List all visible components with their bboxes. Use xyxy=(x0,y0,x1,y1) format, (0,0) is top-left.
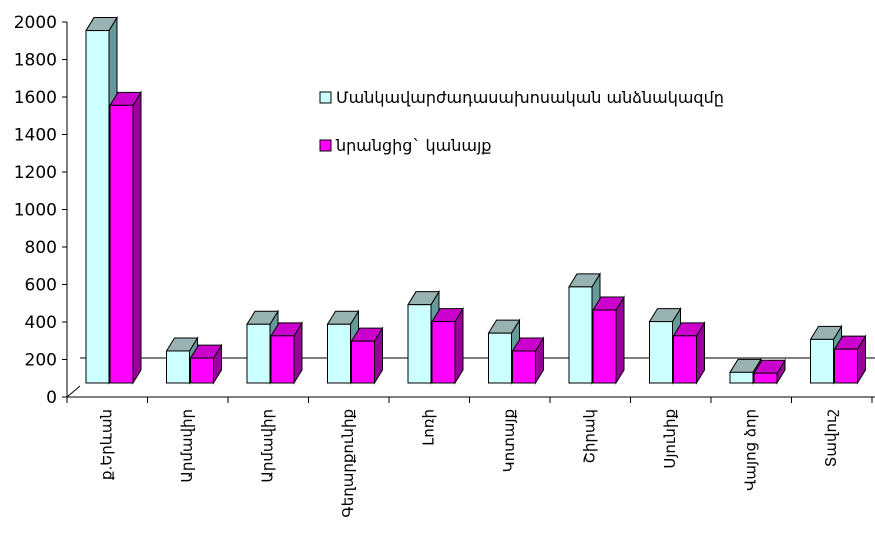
bar-front-face xyxy=(488,332,512,384)
bar-women-3 xyxy=(350,326,384,385)
bar-women-8 xyxy=(753,358,786,385)
bar-front-face xyxy=(270,335,295,384)
bar-front-face xyxy=(351,340,375,384)
bar-front-face xyxy=(327,323,351,384)
category-label: Կոտայք xyxy=(500,409,518,472)
y-tick-label: 0 xyxy=(46,388,57,408)
bar-front-face xyxy=(592,309,617,384)
bar-front-face xyxy=(166,350,190,384)
bar-front-face xyxy=(649,321,673,384)
bar-women-4 xyxy=(431,306,464,385)
bar-front-face xyxy=(834,348,858,384)
bar-women-9 xyxy=(833,334,867,385)
category-label: Գեղարքունիք xyxy=(339,409,357,518)
bar-staff-4 xyxy=(407,289,440,385)
category-label: Սյունիք xyxy=(661,409,679,469)
bar-front-face xyxy=(190,357,214,384)
category-label: ք.Երևան xyxy=(97,409,115,480)
category-label: Արմավիր xyxy=(258,409,276,483)
bar-front-face xyxy=(753,372,778,384)
y-tick-label: 1800 xyxy=(14,51,57,71)
bar-women-1 xyxy=(189,343,223,385)
category-label: Վայոց ձոր xyxy=(741,409,759,491)
x-axis: ք.Երևան Արմավիր Արմավիր Գեղարքունիք Լոռի Կոտա… xyxy=(66,397,873,518)
bars xyxy=(85,15,867,385)
floor-left-edge xyxy=(66,385,81,398)
legend-label-1: նրանցից` կանայք xyxy=(335,136,491,155)
bar-women-6 xyxy=(592,295,625,385)
category-label: Արմավիր xyxy=(178,409,196,483)
bar-front-face xyxy=(810,338,834,384)
y-tick-label: 1600 xyxy=(14,88,57,108)
category-label: Տավուշ xyxy=(822,409,840,467)
bar-front-face xyxy=(246,323,271,384)
bar-front-face xyxy=(512,350,536,384)
bar-front-face xyxy=(729,371,754,384)
bar-women-5 xyxy=(511,336,545,385)
y-tick-label: 200 xyxy=(25,351,57,371)
y-tick-label: 400 xyxy=(25,313,57,333)
bar-front-face xyxy=(673,335,697,384)
bar-side-face xyxy=(132,90,142,385)
legend-swatch-1 xyxy=(319,139,332,152)
bar-women-7 xyxy=(672,321,706,385)
bar-front-face xyxy=(568,286,593,384)
y-tick-label: 1400 xyxy=(14,126,57,146)
legend: Մանկավարժադասախոսական անձնակազմը նրանցից`… xyxy=(319,88,724,155)
y-tick-label: 600 xyxy=(25,276,57,296)
bar-front-face xyxy=(85,30,110,384)
bar-front-face xyxy=(431,321,456,384)
y-tick-label: 800 xyxy=(25,238,57,258)
bar-women-0 xyxy=(109,90,142,385)
bar-side-face xyxy=(615,295,625,385)
legend-swatch-0 xyxy=(319,91,332,104)
y-tick-label: 2000 xyxy=(14,13,57,33)
legend-label-0: Մանկավարժադասախոսական անձնակազմը xyxy=(336,88,724,107)
bar-staff-5 xyxy=(487,318,521,385)
y-axis: 0 200 400 600 800 1000 1200 1400 1600 1800 2000 xyxy=(14,13,68,408)
y-tick-label: 1000 xyxy=(14,201,57,221)
bar-women-2 xyxy=(270,321,303,385)
y-tick-label: 1200 xyxy=(14,163,57,183)
category-label: Լոռի xyxy=(419,409,437,446)
bar-front-face xyxy=(407,304,432,384)
bar-front-face xyxy=(109,104,134,384)
category-label: Շիրակ xyxy=(580,409,598,464)
